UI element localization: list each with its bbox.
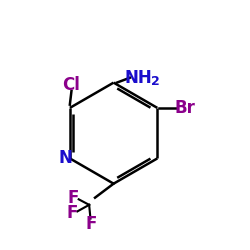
Text: F: F (66, 204, 78, 222)
Text: F: F (68, 189, 79, 207)
Text: Cl: Cl (62, 76, 80, 94)
Text: NH: NH (125, 69, 152, 87)
Text: F: F (85, 215, 96, 233)
Text: N: N (58, 150, 72, 168)
Text: Br: Br (174, 99, 196, 117)
Text: 2: 2 (150, 75, 159, 88)
